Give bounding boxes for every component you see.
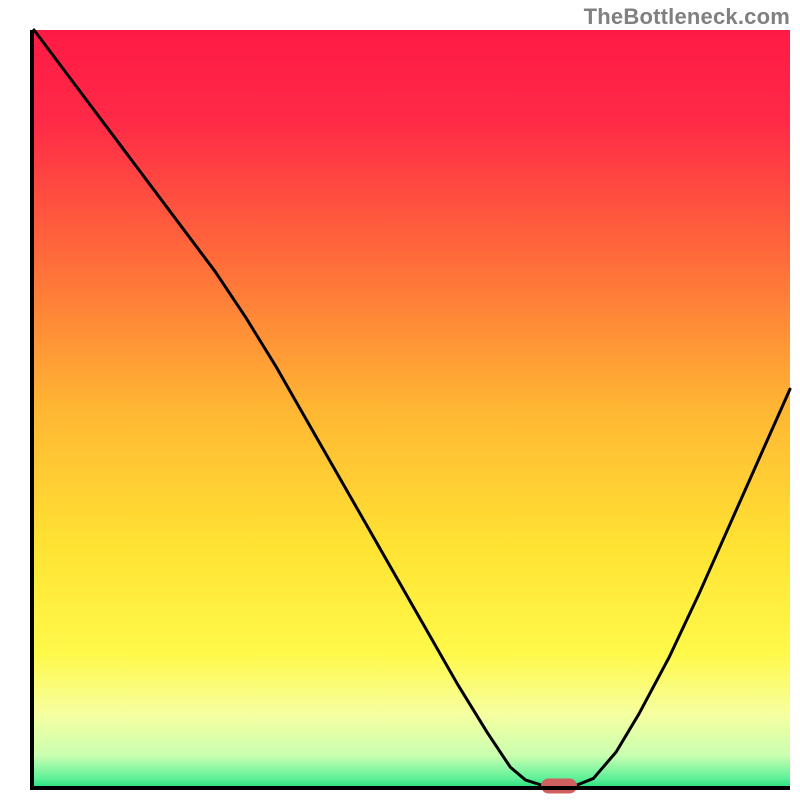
y-axis-line [30, 30, 34, 790]
x-axis-line [30, 786, 790, 790]
bottleneck-curve [34, 30, 790, 786]
watermark-text: TheBottleneck.com [584, 4, 790, 30]
chart-curve-layer [30, 30, 790, 790]
chart-plot-area [30, 30, 790, 790]
